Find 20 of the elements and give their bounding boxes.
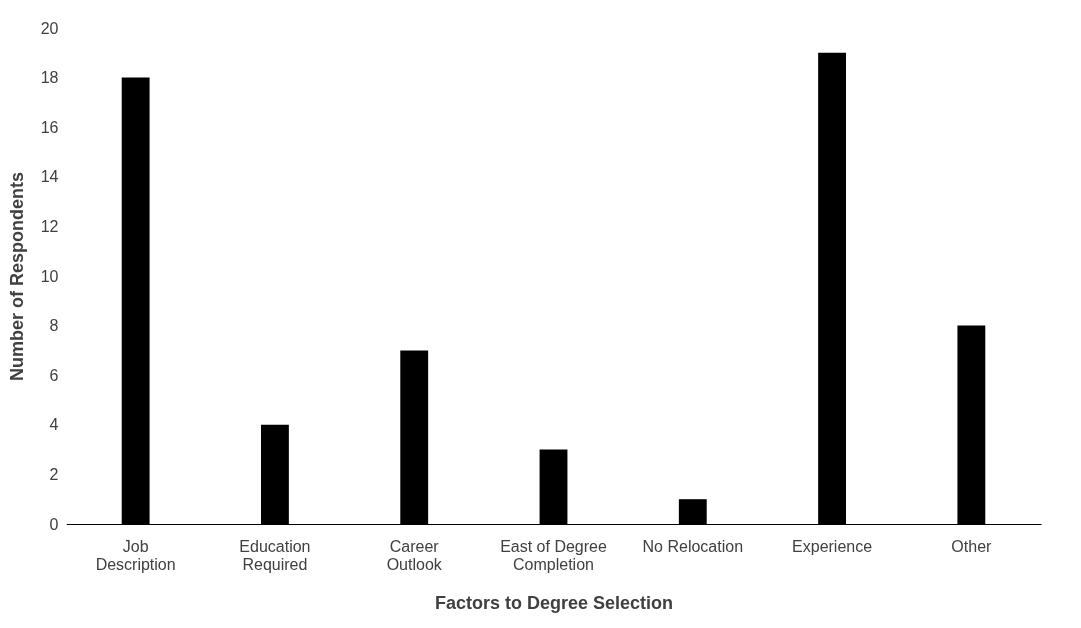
y-tick-label: 4: [49, 416, 59, 434]
y-tick-label: 14: [40, 168, 59, 186]
y-tick-label: 8: [49, 317, 59, 335]
x-tick-label: No Relocation: [642, 537, 744, 555]
y-tick-label: 12: [40, 217, 59, 235]
y-tick-label: 2: [49, 465, 59, 483]
x-tick-label: Other: [951, 537, 993, 555]
y-tick-label: 16: [40, 118, 59, 136]
x-tick-label: Experience: [792, 537, 873, 555]
y-axis-title: Number of Respondents: [6, 171, 27, 382]
x-tick-label: East of Degree Completion: [500, 537, 607, 573]
y-tick-label: 6: [49, 366, 59, 384]
x-axis-title: Factors to Degree Selection: [434, 592, 674, 613]
x-tick-label: Education Required: [239, 537, 311, 573]
x-tick-label: Career Outlook: [386, 537, 443, 573]
x-tick-label: Job Description: [95, 537, 176, 573]
y-tick-label: 10: [40, 267, 59, 285]
y-tick-label: 18: [40, 69, 59, 87]
y-tick-label: 20: [40, 19, 59, 37]
y-tick-label: 0: [49, 515, 59, 533]
